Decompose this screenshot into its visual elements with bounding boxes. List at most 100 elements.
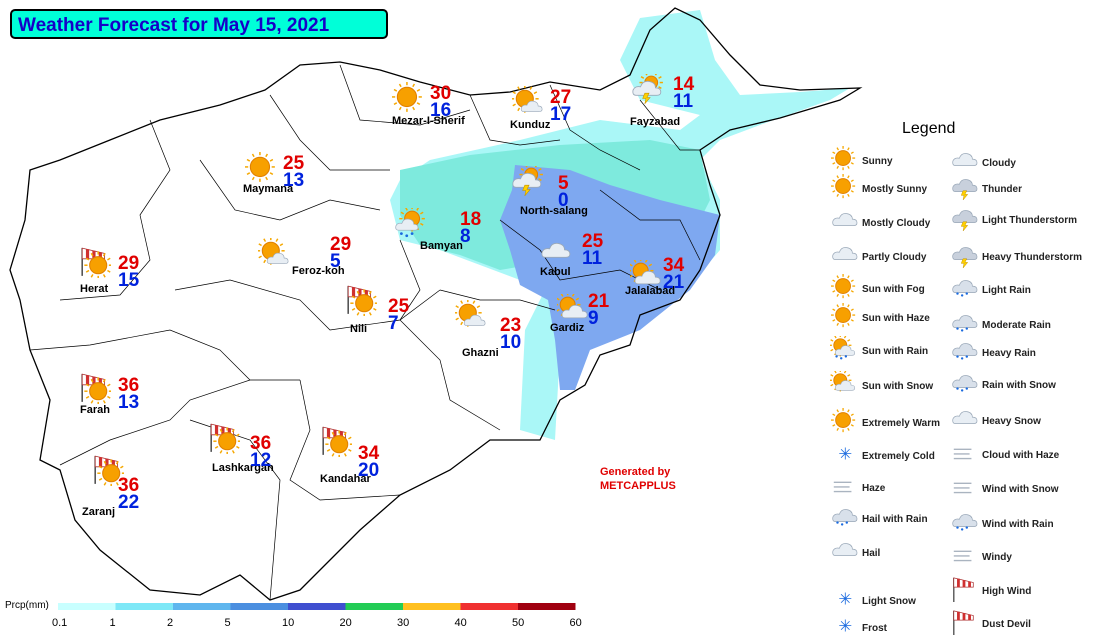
city-name: Herat: [80, 283, 109, 295]
max-temperature: 36: [118, 475, 140, 496]
city-name: Kandahar: [320, 473, 371, 485]
city-name: Zaranj: [82, 506, 116, 518]
heavy-rain-icon: [952, 343, 978, 360]
colorbar-segment: [173, 603, 231, 610]
city-name: Lashkargah: [212, 462, 274, 474]
colorbar-tick-label: 10: [282, 617, 295, 629]
legend-label: Rain with Snow: [982, 380, 1056, 391]
legend-label: Mostly Cloudy: [862, 218, 931, 229]
city-name: Bamyan: [420, 240, 463, 252]
sunny-icon: [245, 152, 275, 182]
legend-label: Light Thunderstorm: [982, 215, 1077, 226]
legend-label: Extremely Cold: [862, 451, 935, 462]
legend-label: Moderate Rain: [982, 320, 1051, 331]
legend-label: Cloudy: [982, 158, 1016, 169]
min-temperature: 17: [550, 104, 572, 125]
windy-icon: [953, 550, 972, 562]
legend-label: Sun with Fog: [862, 284, 925, 295]
mostly-sunny-icon: [455, 300, 486, 327]
frost-icon: ✳: [838, 617, 852, 636]
colorbar-segment: [460, 603, 518, 610]
map-title: Weather Forecast for May 15, 2021: [10, 9, 388, 39]
max-temperature: 25: [283, 153, 305, 174]
min-temperature: 11: [582, 248, 603, 269]
min-temperature: 13: [118, 392, 140, 413]
svg-text:✳: ✳: [838, 617, 852, 636]
colorbar-tick-label: 0.1: [52, 617, 68, 629]
partly-cloudy-icon: [557, 294, 588, 319]
legend-label: Thunder: [982, 184, 1022, 195]
province-line: [29, 329, 300, 381]
svg-text:✳: ✳: [838, 590, 852, 609]
city-name: Mezar-I-Sherif: [392, 115, 465, 127]
colorbar-tick-label: 2: [167, 617, 174, 629]
province-line: [639, 99, 700, 151]
sun-with-fog-icon: [831, 274, 856, 299]
min-temperature: 12: [250, 450, 272, 471]
partly-cloudy-icon: [832, 247, 858, 261]
province-line: [399, 319, 501, 431]
min-temperature: 11: [673, 91, 694, 112]
province-line: [399, 239, 421, 321]
high-wind-icon: [322, 426, 352, 457]
national-border: [9, 7, 863, 601]
wind-with-snow-icon: [953, 482, 972, 494]
colorbar-segment: [518, 603, 576, 610]
colorbar-segment: [288, 603, 346, 610]
province-line: [199, 159, 381, 221]
legend-label: Heavy Thunderstorm: [982, 252, 1083, 263]
legend-label: Haze: [862, 483, 886, 494]
precip-colorbar: [58, 603, 576, 610]
colorbar-tick-label: 5: [224, 617, 231, 629]
city-name: Fayzabad: [630, 116, 681, 128]
legend-label: Sun with Haze: [862, 313, 930, 324]
high-wind-icon: [953, 577, 974, 602]
colorbar-tick-label: 60: [569, 617, 582, 629]
colorbar-tick-label: 30: [397, 617, 410, 629]
legend-label: Dust Devil: [982, 619, 1031, 630]
legend-label: Wind with Snow: [982, 484, 1059, 495]
colorbar-title: Prcp(mm): [5, 600, 49, 611]
precipitation-shading: [390, 10, 850, 440]
min-temperature: 9: [588, 308, 599, 329]
mostly-cloudy-icon: [832, 213, 858, 227]
colorbar-segment: [230, 603, 288, 610]
city-name: Kunduz: [510, 119, 551, 131]
rain-with-snow-icon: [952, 375, 978, 392]
min-temperature: 7: [388, 313, 399, 334]
legend-label: Sunny: [862, 156, 893, 167]
high-wind-icon: [94, 455, 124, 486]
high-wind-icon: [210, 423, 240, 454]
legend-label: Frost: [862, 623, 887, 634]
province-line: [439, 289, 556, 311]
extremely-warm-icon: [831, 408, 856, 433]
colorbar-tick-label: 50: [512, 617, 525, 629]
max-temperature: 5: [558, 173, 569, 194]
min-temperature: 10: [500, 332, 522, 353]
province-line: [59, 119, 171, 301]
heavy-thunderstorm-icon: [952, 247, 978, 268]
generated-by-agency: METCAPPLUS: [600, 480, 676, 492]
dust-devil-icon: [953, 610, 974, 635]
heavy-snow-icon: [952, 411, 978, 425]
wind-with-rain-icon: [952, 514, 978, 531]
max-temperature: 23: [500, 315, 522, 336]
colorbar-tick-label: 40: [454, 617, 467, 629]
precip-area-blue: [500, 165, 720, 390]
city-name: Nili: [350, 323, 368, 335]
max-temperature: 25: [388, 296, 410, 317]
max-temperature: 25: [582, 231, 604, 252]
sun-with-haze-icon: [831, 303, 856, 328]
min-temperature: 20: [358, 460, 380, 481]
thunder-icon: [952, 179, 978, 200]
max-temperature: 34: [358, 443, 380, 464]
colorbar-tick-label: 20: [339, 617, 352, 629]
province-line: [339, 64, 471, 126]
city-name: Jalalabad: [625, 285, 676, 297]
legend-label: Heavy Snow: [982, 416, 1041, 427]
cloud-with-haze-icon: [953, 448, 972, 460]
max-temperature: 29: [118, 253, 140, 274]
legend-label: Mostly Sunny: [862, 184, 928, 195]
generated-by-note: Generated by METCAPPLUS: [600, 465, 676, 493]
colorbar-segment: [345, 603, 403, 610]
